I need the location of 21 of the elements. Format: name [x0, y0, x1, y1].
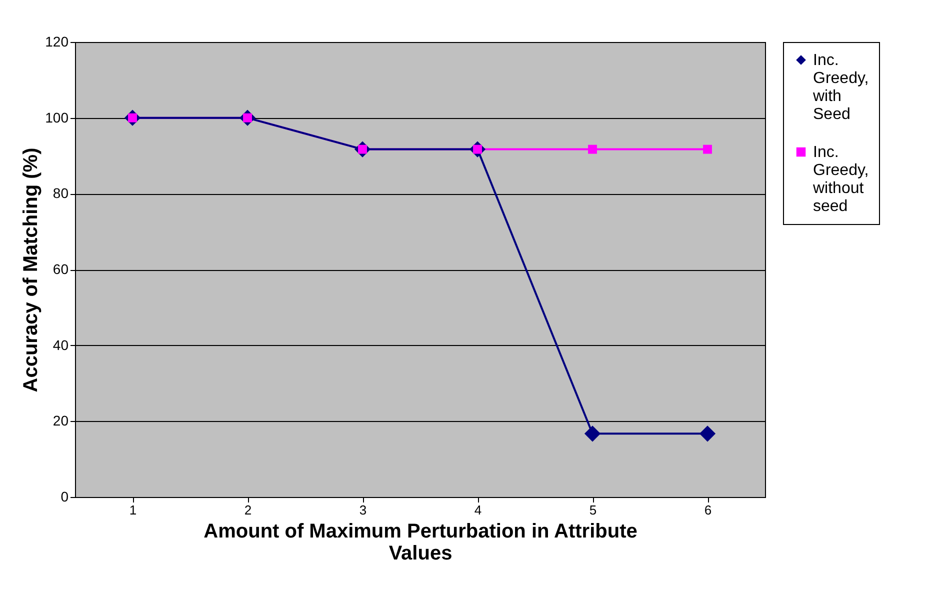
y-tick-label: 40 — [52, 336, 69, 353]
x-tick-label: 2 — [244, 502, 252, 518]
y-tick-label: 0 — [60, 488, 69, 504]
y-tick-label: 20 — [52, 412, 69, 429]
x-tick-label: 1 — [129, 502, 137, 518]
y-tick-label: 120 — [45, 34, 69, 50]
x-tick-label: 6 — [704, 502, 712, 518]
point — [588, 144, 597, 154]
point — [703, 144, 712, 154]
legend-label: Inc. Greedy, with Seed — [812, 52, 869, 123]
point — [699, 426, 716, 442]
y-tick-label: 60 — [52, 261, 69, 277]
y-axis-title: Accuracy of Matching (%) — [20, 148, 42, 392]
x-axis-title: Amount of Maximum Perturbation in Attribute Values — [204, 520, 638, 564]
point — [584, 426, 601, 442]
y-tick-label: 100 — [45, 109, 69, 126]
legend-label: Inc. Greedy, without seed — [812, 144, 869, 215]
x-tick-label: 3 — [359, 502, 367, 518]
x-tick-label: 4 — [474, 502, 482, 518]
x-tick-label: 5 — [589, 502, 597, 518]
y-tick-label: 80 — [52, 185, 69, 202]
